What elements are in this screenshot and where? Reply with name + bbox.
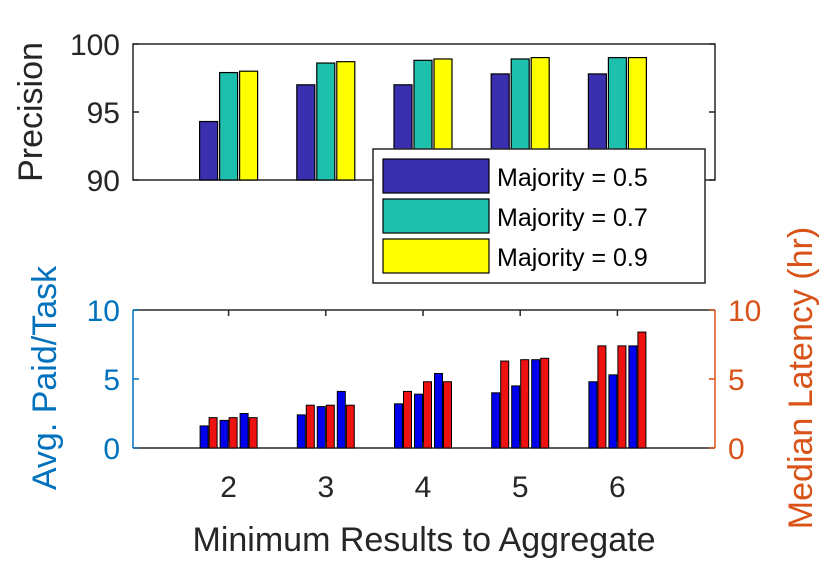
latency-bar [597,345,607,449]
precision-y-tick-label: 100 [70,29,120,62]
avg-paid-axis-title: Avg. Paid/Task [26,265,64,490]
latency-bar [423,381,432,449]
latency-bar [248,417,258,449]
paid-bar [588,381,598,449]
paid-y-tick-label: 5 [103,364,120,397]
precision-bar [239,70,259,181]
paid-bar [219,419,229,449]
x-tick-label: 6 [609,471,626,504]
latency-y-tick-label: 5 [728,364,745,397]
latency-bar [500,360,510,449]
paid-bar [608,374,618,449]
legend-swatch [382,158,490,194]
paid-bar [296,414,306,449]
latency-bar [443,381,452,449]
precision-y-tick-label: 90 [87,165,120,198]
x-tick-label: 5 [512,471,529,504]
paid-y-tick-label: 10 [87,295,120,328]
paid-bar [199,425,209,449]
precision-bar [336,61,356,181]
precision-bar [316,62,336,181]
paid-y-tick-label: 0 [103,433,120,466]
x-axis-title: Minimum Results to Aggregate [193,521,656,559]
x-tick-label: 2 [220,471,237,504]
latency-bar [637,331,647,449]
paid-bar [336,390,346,449]
x-tick-label: 4 [415,471,432,504]
latency-y-tick-label: 10 [728,295,761,328]
precision-bar [199,120,219,181]
latency-bar [520,359,530,449]
latency-bar [540,357,550,449]
legend-swatch [382,198,490,234]
latency-bar [325,404,335,449]
paid-bar [491,392,501,449]
legend-swatch [382,238,490,274]
precision-axis-title: Precision [12,42,50,182]
paid-bar [414,393,423,449]
x-tick-label: 3 [317,471,334,504]
paid-bar [239,413,249,449]
latency-bar [305,404,315,449]
paid-latency-panel: 2 3 4 5 6 0 5 10 0 5 10 [87,295,762,504]
latency-y-tick-label: 0 [728,433,745,466]
latency-bar [617,345,627,449]
precision-y-tick-label: 95 [87,97,120,130]
median-latency-axis-title: Median Latency (hr) [782,227,820,529]
paid-bar [511,385,521,449]
precision-bar [219,71,239,181]
paid-bar [316,406,326,449]
precision-bar [296,84,316,181]
paid-bar [434,372,443,449]
paid-bar [394,403,403,449]
latency-bar [228,417,238,449]
legend: Majority = 0.5 Majority = 0.7 Majority = 0… [372,148,706,284]
latency-bar [403,390,412,449]
paid-bar [628,345,638,449]
latency-bar [208,417,218,449]
paid-bar [531,359,541,449]
legend-label: Majority = 0.5 [497,164,648,192]
legend-label: Majority = 0.9 [497,244,648,272]
legend-label: Majority = 0.7 [497,204,648,232]
latency-bar [345,404,355,449]
